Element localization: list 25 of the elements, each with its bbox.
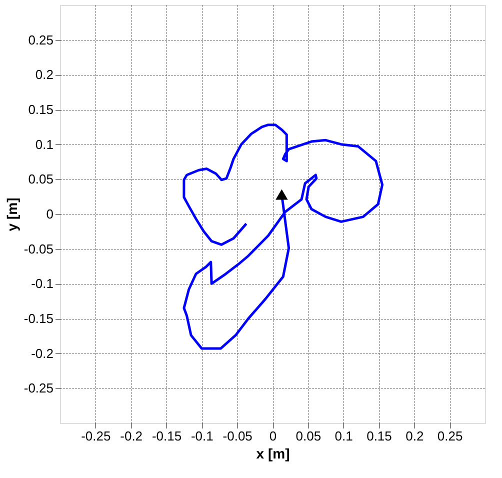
y-tick-label: 0.25 <box>28 32 54 48</box>
x-tick-label: 0.25 <box>437 428 463 444</box>
y-tick-label: 0.2 <box>35 67 54 82</box>
y-tick-label: 0.05 <box>28 172 54 187</box>
x-tick-label: 0.15 <box>366 428 392 444</box>
y-tick-label: 0 <box>46 206 54 222</box>
x-tick-label: 0.2 <box>406 428 424 444</box>
y-tick-label: -0.15 <box>24 311 54 326</box>
y-tick-label: -0.25 <box>24 380 54 396</box>
line-series <box>182 124 384 350</box>
x-tick-label: 0 <box>269 428 277 444</box>
x-tick-label: -0.2 <box>120 428 143 444</box>
x-axis-title: x [m] <box>256 446 290 462</box>
x-tick-label: -0.05 <box>222 428 252 444</box>
y-tick-label: 0.15 <box>28 102 54 117</box>
y-axis-title: y [m] <box>4 198 20 232</box>
x-tick-label: -0.1 <box>190 428 214 444</box>
x-tick-label: 0.1 <box>334 428 353 444</box>
y-tick-label: 0.1 <box>35 136 54 152</box>
x-tick-label: -0.25 <box>81 428 111 444</box>
x-tick-label: -0.15 <box>152 428 182 444</box>
y-tick-label: -0.1 <box>31 276 54 292</box>
y-tick-label: -0.2 <box>31 346 54 361</box>
x-tick-label: 0.05 <box>296 428 322 444</box>
y-tick-label: -0.05 <box>24 241 54 256</box>
